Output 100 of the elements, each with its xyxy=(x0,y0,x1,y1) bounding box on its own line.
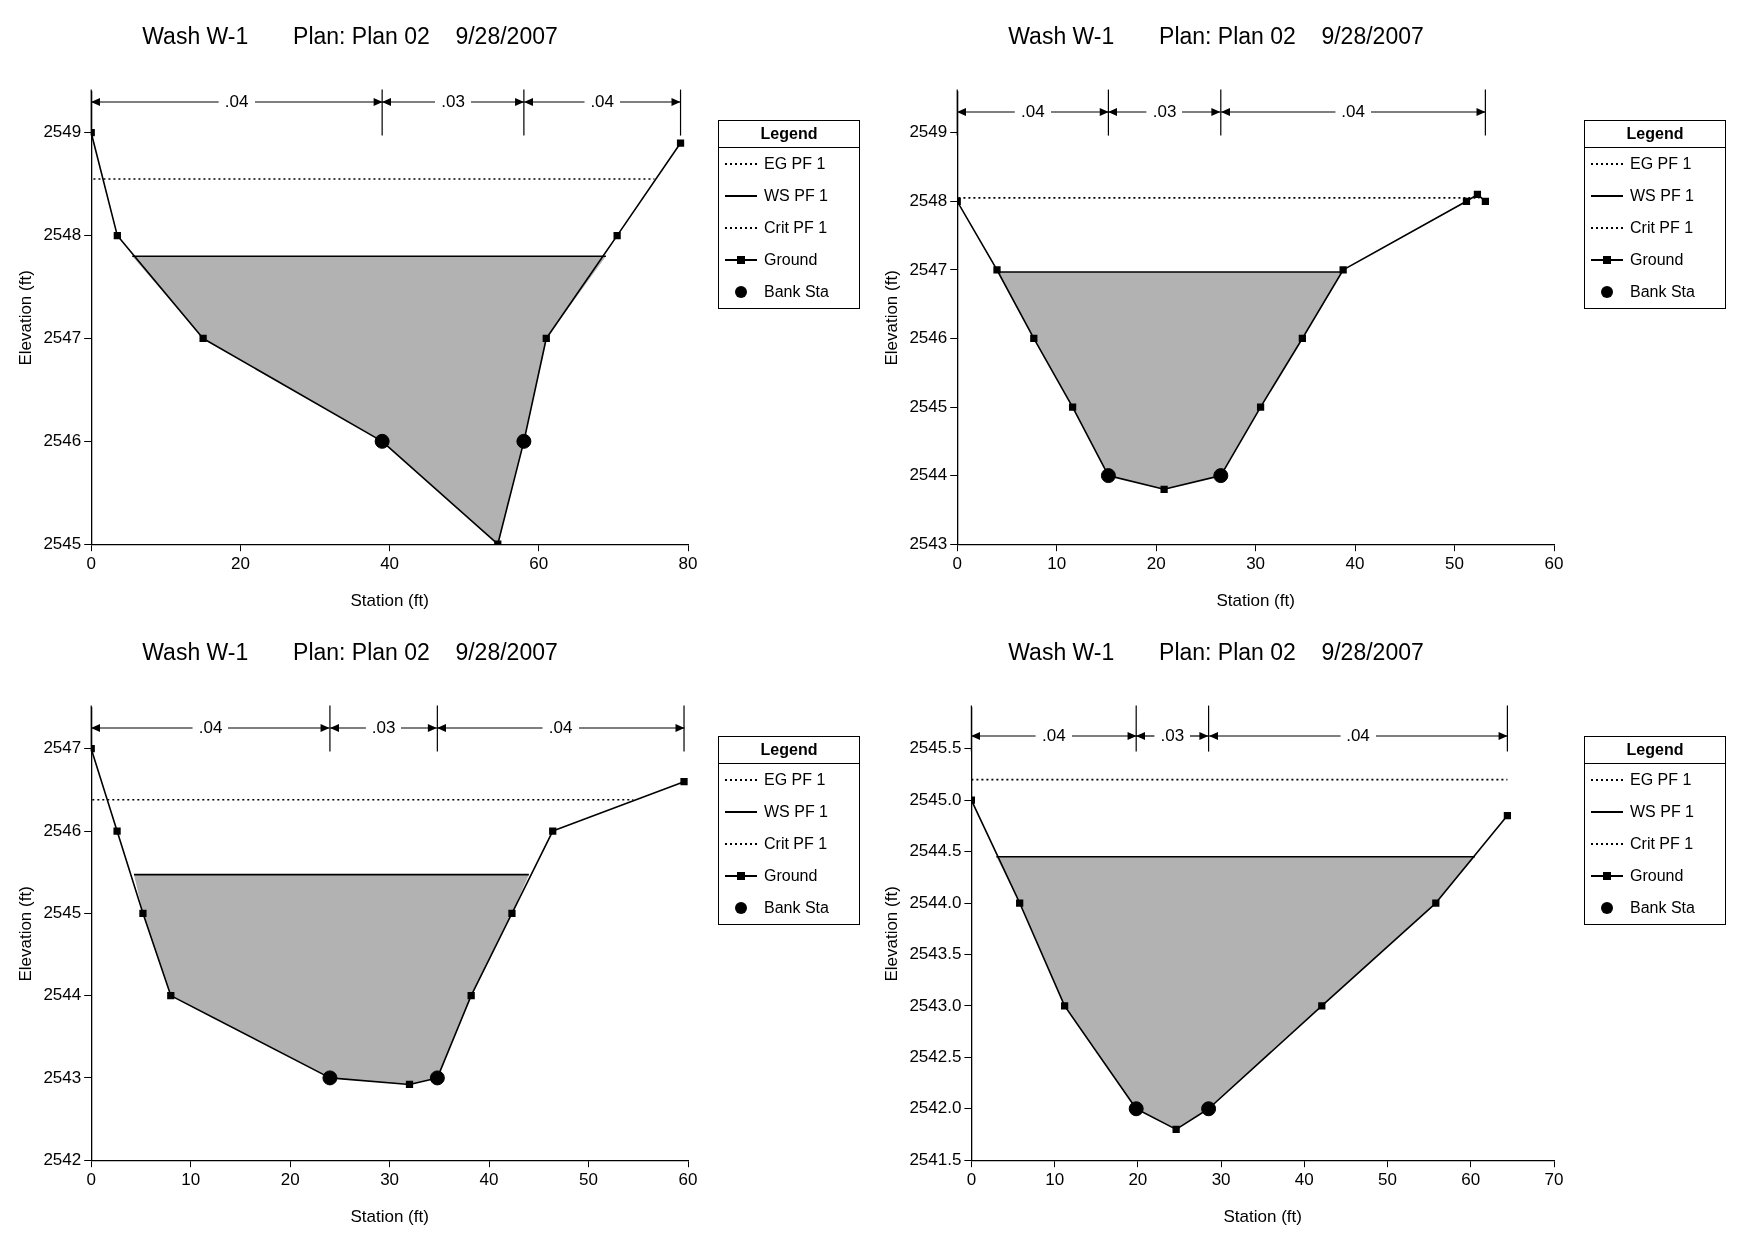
x-tick-label: 20 xyxy=(1146,554,1166,574)
y-tick-label: 2547 xyxy=(43,328,82,348)
annotation: .03 xyxy=(1152,101,1177,121)
legend-label: Crit PF 1 xyxy=(1630,219,1694,237)
annotation: .04 xyxy=(198,717,223,737)
y-tick-label: 2542.0 xyxy=(909,1098,962,1118)
y-tick-label: 2546 xyxy=(43,820,82,840)
x-tick-label: 50 xyxy=(579,1170,598,1190)
y-tick-label: 2547 xyxy=(43,738,82,758)
x-axis-title: Station (ft) xyxy=(1223,1207,1302,1227)
y-tick-label: 2543.5 xyxy=(909,944,962,964)
legend-label: WS PF 1 xyxy=(764,803,829,821)
x-tick-label: 10 xyxy=(1045,1170,1065,1190)
x-axis-title: Station (ft) xyxy=(350,591,429,611)
annotation: .04 xyxy=(590,91,615,111)
legend-label: Crit PF 1 xyxy=(1630,835,1694,853)
x-tick-label: 40 xyxy=(1294,1170,1314,1190)
legend-title: Legend xyxy=(719,737,859,764)
x-tick-label: 20 xyxy=(280,1170,300,1190)
x-tick-label: 40 xyxy=(479,1170,499,1190)
x-tick-label: 30 xyxy=(1211,1170,1231,1190)
x-tick-label: 80 xyxy=(678,554,698,574)
legend-label: WS PF 1 xyxy=(764,187,829,205)
x-tick-label: 40 xyxy=(380,554,400,574)
legend-label: Ground xyxy=(1630,867,1684,885)
annotation: .04 xyxy=(224,91,249,111)
legend-label: WS PF 1 xyxy=(1630,803,1695,821)
legend-title: Legend xyxy=(1585,121,1725,148)
y-tick-label: 2544.0 xyxy=(909,892,962,912)
y-tick-label: 2549 xyxy=(909,122,948,142)
y-axis-title: Elevation (ft) xyxy=(15,270,35,366)
legend-label: Crit PF 1 xyxy=(764,219,828,237)
y-tick-label: 2549 xyxy=(43,122,82,142)
x-tick-label: 0 xyxy=(966,1170,977,1190)
legend-label: Ground xyxy=(1630,251,1684,269)
x-tick-label: 60 xyxy=(1461,1170,1481,1190)
legend-label: WS PF 1 xyxy=(1630,187,1695,205)
x-tick-label: 70 xyxy=(1544,1170,1564,1190)
legend-label: Bank Sta xyxy=(1630,899,1695,917)
annotation: .04 xyxy=(1020,101,1045,121)
y-tick-label: 2543 xyxy=(909,533,948,553)
legend-label: EG PF 1 xyxy=(764,155,826,173)
legend-title: Legend xyxy=(1585,737,1725,764)
y-tick-label: 2545 xyxy=(43,533,82,553)
y-tick-label: 2542.5 xyxy=(909,1047,962,1067)
legend-title: Legend xyxy=(719,121,859,148)
y-tick-label: 2545 xyxy=(43,903,82,923)
y-tick-label: 2541.5 xyxy=(909,1149,962,1169)
legend-label: Bank Sta xyxy=(764,283,829,301)
chart-title: Wash W-1 Plan: Plan 02 9/28/2007 xyxy=(1008,23,1424,50)
x-tick-label: 50 xyxy=(1378,1170,1397,1190)
x-tick-label: 30 xyxy=(380,1170,400,1190)
x-tick-label: 20 xyxy=(230,554,250,574)
x-tick-label: 40 xyxy=(1345,554,1365,574)
chart-title: Wash W-1 Plan: Plan 02 9/28/2007 xyxy=(142,23,558,50)
y-tick-label: 2545 xyxy=(909,396,948,416)
y-axis-title: Elevation (ft) xyxy=(881,270,901,366)
y-tick-label: 2544.5 xyxy=(909,841,962,861)
y-tick-label: 2544 xyxy=(909,465,948,485)
x-tick-label: 0 xyxy=(952,554,962,574)
y-tick-label: 2547 xyxy=(909,259,948,279)
y-tick-label: 2542 xyxy=(43,1149,82,1169)
x-axis-title: Station (ft) xyxy=(1216,591,1295,611)
legend-label: Bank Sta xyxy=(1630,283,1695,301)
annotation: .04 xyxy=(1341,101,1365,121)
y-tick-label: 2545.0 xyxy=(909,789,962,809)
annotation: .03 xyxy=(441,91,465,111)
annotation: .04 xyxy=(548,717,573,737)
y-tick-label: 2543 xyxy=(43,1067,82,1087)
annotation: .04 xyxy=(1346,726,1370,746)
y-axis-title: Elevation (ft) xyxy=(881,886,901,982)
x-tick-label: 10 xyxy=(1047,554,1067,574)
chart-title: Wash W-1 Plan: Plan 02 9/28/2007 xyxy=(142,639,558,666)
legend-label: EG PF 1 xyxy=(764,771,826,789)
legend-label: Crit PF 1 xyxy=(764,835,828,853)
x-axis-title: Station (ft) xyxy=(350,1207,429,1227)
legend-label: Ground xyxy=(764,251,818,269)
x-tick-label: 60 xyxy=(1544,554,1564,574)
x-tick-label: 10 xyxy=(181,1170,201,1190)
x-tick-label: 20 xyxy=(1128,1170,1148,1190)
x-tick-label: 0 xyxy=(86,554,96,574)
y-tick-label: 2544 xyxy=(43,985,82,1005)
legend-label: EG PF 1 xyxy=(1630,155,1692,173)
legend-label: Ground xyxy=(764,867,818,885)
y-axis-title: Elevation (ft) xyxy=(15,886,35,982)
x-tick-label: 0 xyxy=(86,1170,96,1190)
y-tick-label: 2548 xyxy=(43,225,82,245)
annotation: .04 xyxy=(1041,726,1066,746)
x-tick-label: 60 xyxy=(529,554,549,574)
y-tick-label: 2543.0 xyxy=(909,995,962,1015)
x-tick-label: 30 xyxy=(1246,554,1266,574)
annotation: .03 xyxy=(1160,726,1185,746)
x-tick-label: 50 xyxy=(1445,554,1464,574)
legend-label: Bank Sta xyxy=(764,899,829,917)
y-tick-label: 2546 xyxy=(43,431,82,451)
y-tick-label: 2545.5 xyxy=(909,738,962,758)
annotation: .03 xyxy=(371,717,396,737)
legend-label: EG PF 1 xyxy=(1630,771,1692,789)
x-tick-label: 60 xyxy=(678,1170,698,1190)
y-tick-label: 2548 xyxy=(909,191,948,211)
